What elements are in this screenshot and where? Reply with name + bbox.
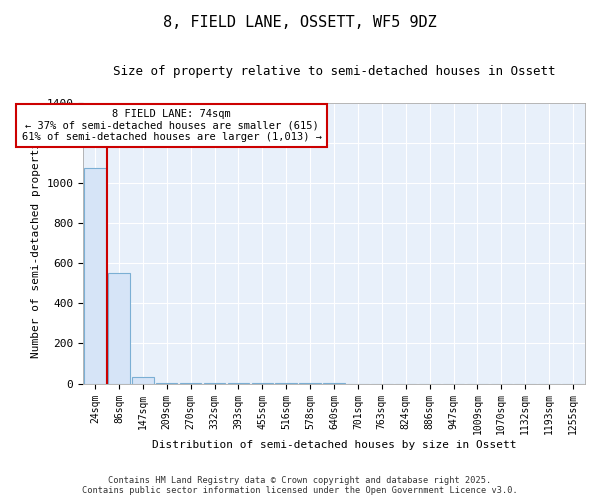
Bar [108,274,130,384]
Text: 8 FIELD LANE: 74sqm
← 37% of semi-detached houses are smaller (615)
61% of semi-: 8 FIELD LANE: 74sqm ← 37% of semi-detach… [22,109,322,142]
Y-axis label: Number of semi-detached properties: Number of semi-detached properties [31,128,41,358]
Bar [84,168,106,384]
Text: 8, FIELD LANE, OSSETT, WF5 9DZ: 8, FIELD LANE, OSSETT, WF5 9DZ [163,15,437,30]
Bar [132,376,154,384]
X-axis label: Distribution of semi-detached houses by size in Ossett: Distribution of semi-detached houses by … [152,440,516,450]
Bar [180,383,202,384]
Text: Contains HM Land Registry data © Crown copyright and database right 2025.
Contai: Contains HM Land Registry data © Crown c… [82,476,518,495]
Bar [156,382,178,384]
Title: Size of property relative to semi-detached houses in Ossett: Size of property relative to semi-detach… [113,65,555,78]
